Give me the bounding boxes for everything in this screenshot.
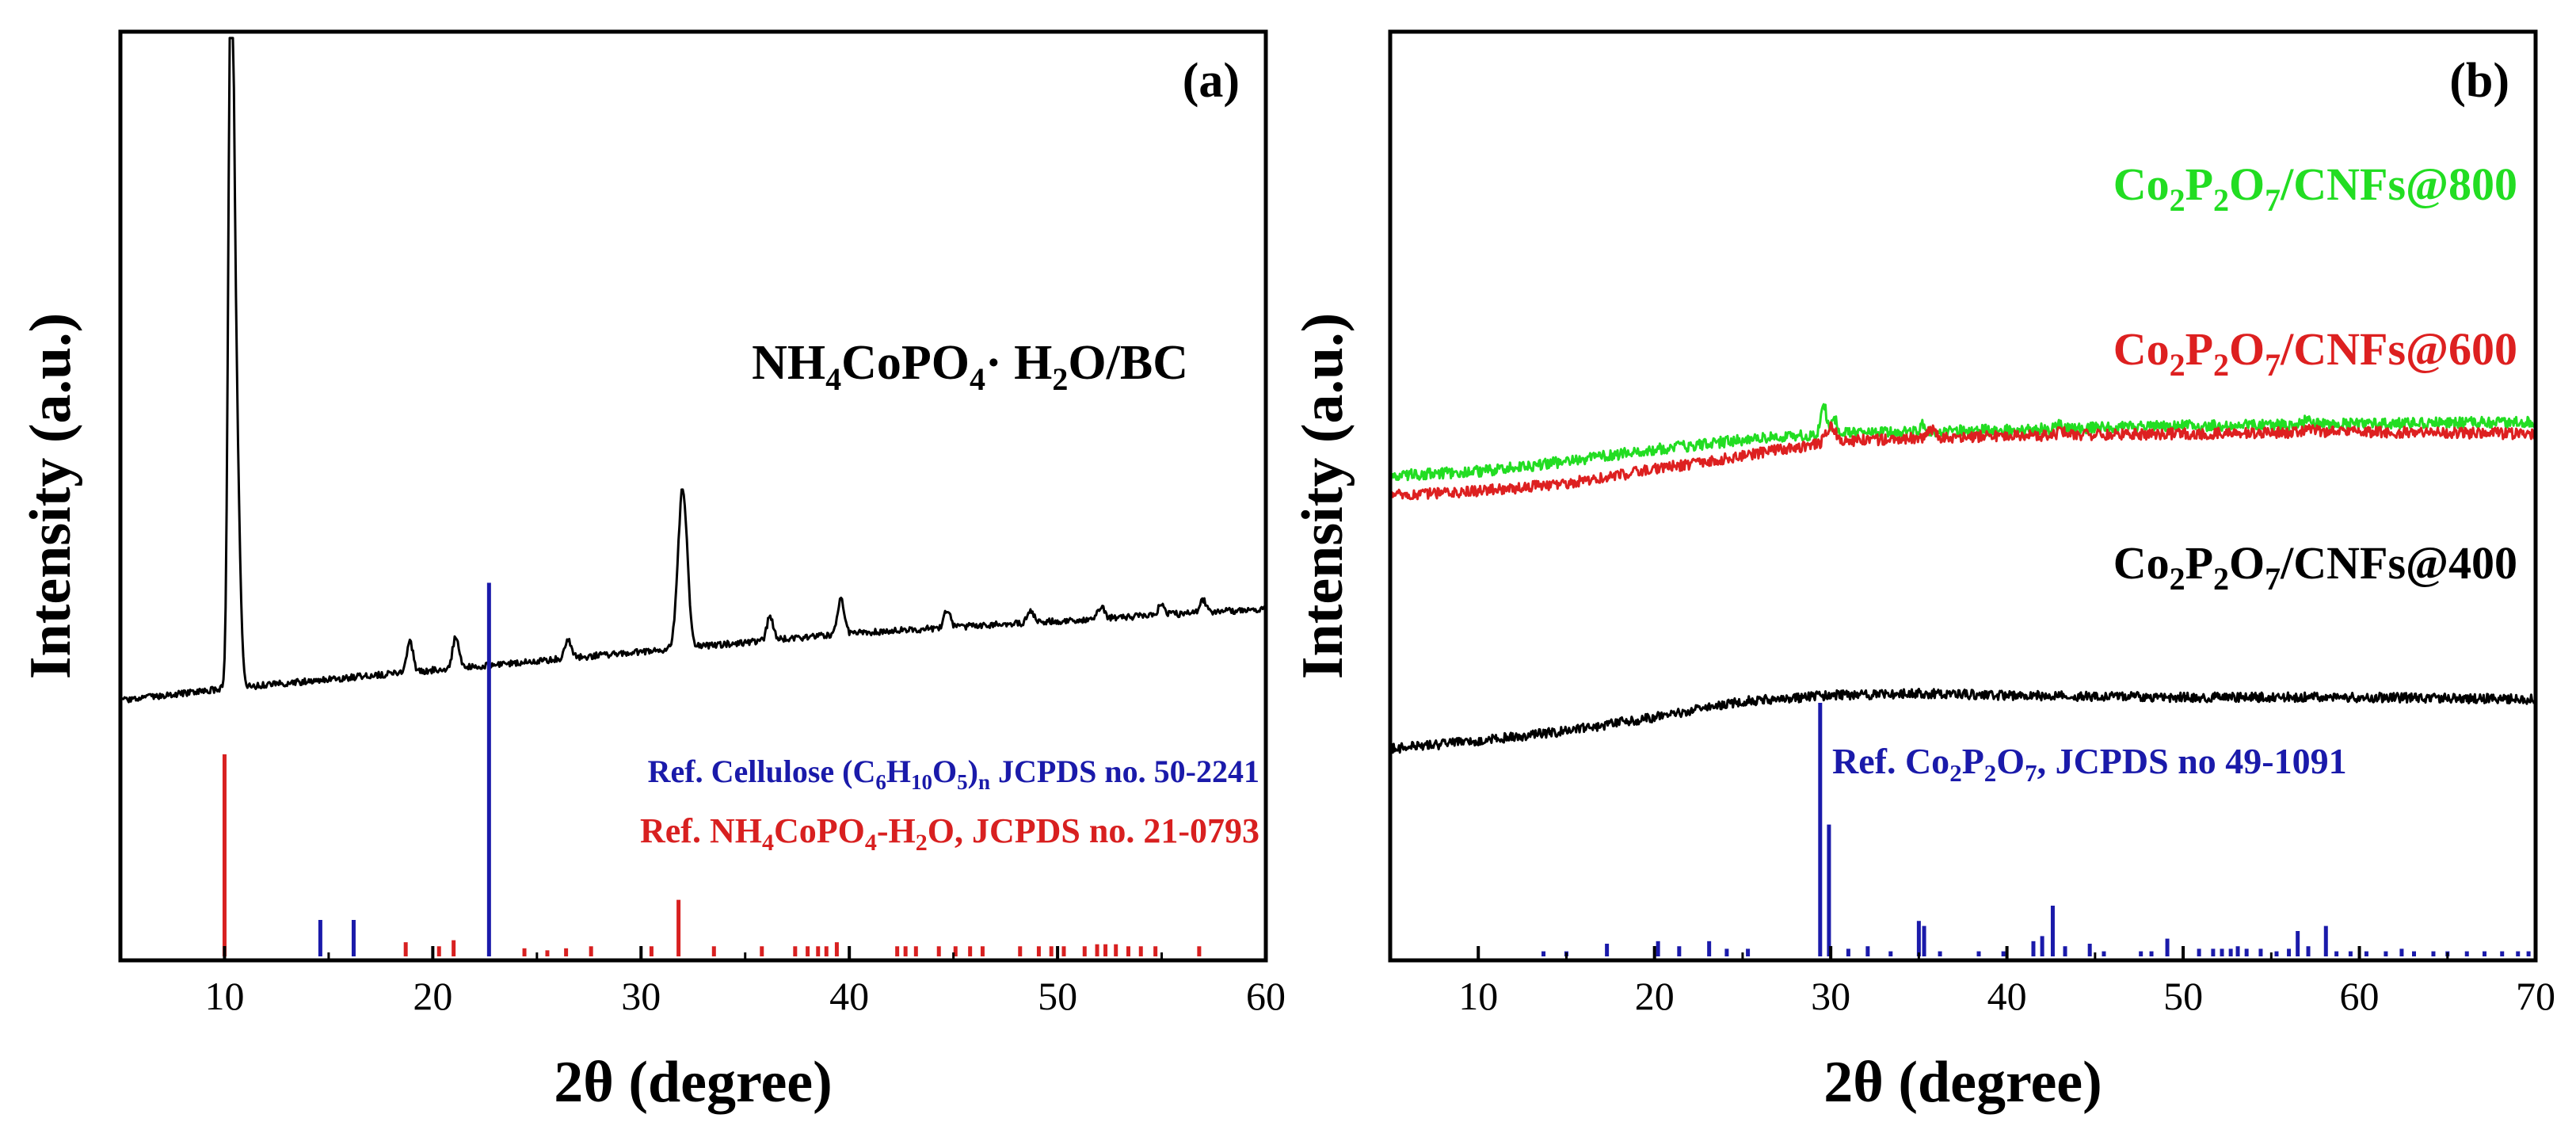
panel-b-label-800: Co2P2O7/CNFs@800 bbox=[2113, 158, 2517, 218]
panel-b-ref-co2p2o7-label: Ref. Co2P2O7, JCPDS no 49-1091 bbox=[1832, 741, 2347, 787]
panel-a-y-axis-label: Intensity (a.u.) bbox=[18, 313, 83, 680]
panel-a-frame bbox=[118, 29, 1268, 963]
x-tick-label: 70 bbox=[2516, 974, 2555, 1018]
x-tick-label: 30 bbox=[621, 974, 661, 1018]
x-tick-label: 10 bbox=[1458, 974, 1498, 1018]
x-tick-label: 20 bbox=[1635, 974, 1675, 1018]
x-tick-label: 60 bbox=[1246, 974, 1286, 1018]
x-tick-label: 20 bbox=[413, 974, 452, 1018]
panel-a-curves bbox=[119, 36, 1267, 704]
x-tick-label: 50 bbox=[2163, 974, 2203, 1018]
panel-b-x-ticks: 10 20 30 40 50 60 70 bbox=[1458, 946, 2555, 1018]
x-tick-label: 60 bbox=[2340, 974, 2380, 1018]
panel-a-x-axis-label: 2θ (degree) bbox=[554, 1050, 833, 1115]
series-line-3 bbox=[1389, 687, 2537, 754]
panel-a-ref-cellulose-label: Ref. Cellulose (C6H10O5)n JCPDS no. 50-2… bbox=[648, 754, 1259, 794]
panel-a: 10 20 30 40 50 60 (a) NH4CoPO4· H2O/BC Ref. C… bbox=[18, 29, 1286, 1115]
panel-b-label: (b) bbox=[2449, 54, 2509, 108]
series-line-1 bbox=[1389, 403, 2537, 482]
panel-a-sample-label: NH4CoPO4· H2O/BC bbox=[752, 336, 1188, 397]
panel-a-x-ticks: 10 20 30 40 50 60 bbox=[204, 946, 1286, 1018]
series-line-1 bbox=[119, 36, 1267, 704]
panel-b-x-axis-label: 2θ (degree) bbox=[1823, 1050, 2102, 1115]
panel-b: 10 20 30 40 50 60 70 (b) Co2P2O7/CNFs@800 Co2P… bbox=[1290, 29, 2555, 1115]
panel-b-curves bbox=[1389, 403, 2537, 754]
x-tick-label: 50 bbox=[1038, 974, 1077, 1018]
x-tick-label: 40 bbox=[1987, 974, 2027, 1018]
series-line-2 bbox=[1389, 421, 2537, 501]
panel-b-y-axis-label: Intensity (a.u.) bbox=[1290, 313, 1355, 680]
panel-a-ref-sticks bbox=[222, 582, 1202, 956]
panel-a-ref-nh4copo4-label: Ref. NH4CoPO4-H2O, JCPDS no. 21-0793 bbox=[640, 811, 1259, 856]
panel-a-label: (a) bbox=[1183, 54, 1240, 108]
x-tick-label: 40 bbox=[829, 974, 869, 1018]
x-tick-label: 10 bbox=[204, 974, 244, 1018]
panel-b-label-400: Co2P2O7/CNFs@400 bbox=[2113, 537, 2517, 597]
panel-b-ref-sticks bbox=[1541, 703, 2531, 956]
x-tick-label: 30 bbox=[1811, 974, 1850, 1018]
panel-b-label-600: Co2P2O7/CNFs@600 bbox=[2113, 323, 2517, 383]
panel-b-frame bbox=[1388, 29, 2538, 963]
